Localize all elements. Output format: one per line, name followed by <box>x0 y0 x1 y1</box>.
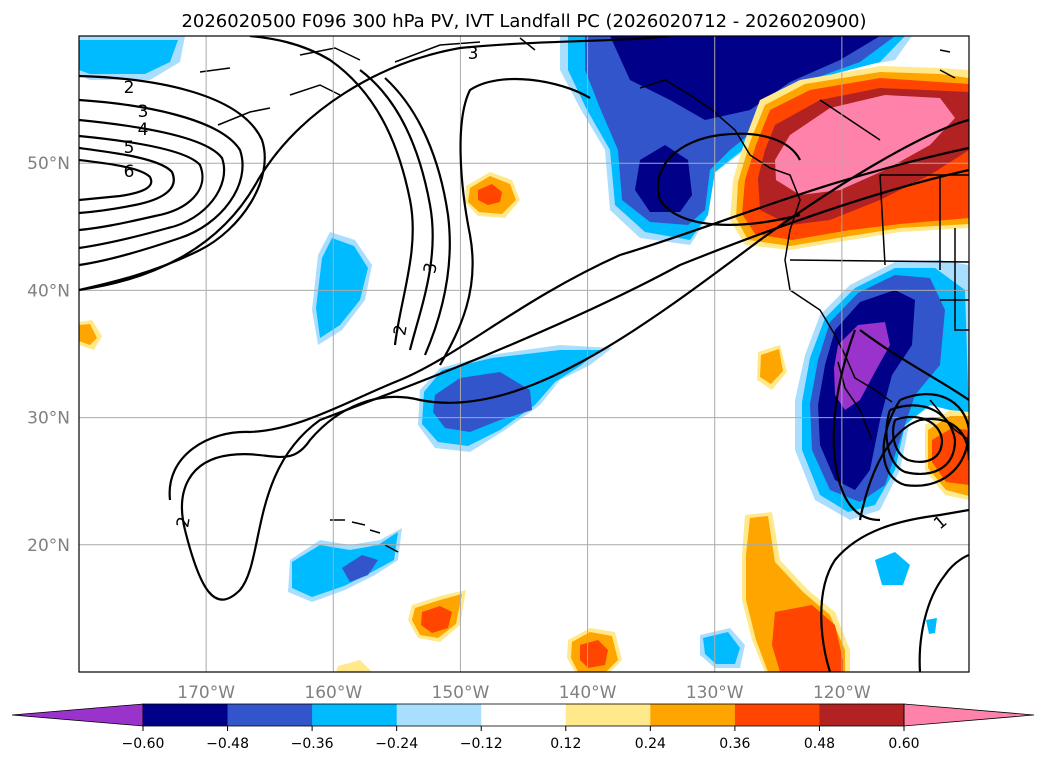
colorbar-frame <box>142 703 905 727</box>
shade-mid-orange-2 <box>760 349 783 384</box>
chart-title: 2026020500 F096 300 hPa PV, IVT Landfall… <box>181 11 866 32</box>
shade-s-red-2 <box>580 640 608 668</box>
colorbar-tick-label: 0.48 <box>804 736 835 752</box>
lat-tick-label: 50°N <box>27 154 70 174</box>
shade-top-left-cyan-2 <box>79 40 178 74</box>
contour-label-3-upper: 3 <box>138 102 149 122</box>
shade-left-orange-2 <box>79 324 97 345</box>
contour-label-2-mid: 2 <box>390 323 412 337</box>
colorbar-extend-low <box>11 703 144 727</box>
lon-tick-label: 140°W <box>559 683 617 703</box>
contour-label-6: 6 <box>124 162 135 182</box>
shade-small-cyan <box>926 618 937 634</box>
colorbar-extend-high <box>903 703 1035 727</box>
latitude-labels: 20°N 30°N 40°N 50°N <box>27 154 70 556</box>
shade-sw-cyan-dot-2 <box>703 632 740 664</box>
lon-tick-label: 170°W <box>177 683 235 703</box>
contour-label-2-upper: 2 <box>124 78 135 98</box>
shade-nc-red <box>478 184 502 205</box>
shade-s-red-1 <box>421 606 452 633</box>
colorbar-segment <box>143 704 229 726</box>
shade-subtropic-blue <box>433 372 532 432</box>
colorbar-tick-label: 0.36 <box>719 736 750 752</box>
longitude-labels: 170°W 160°W 150°W 140°W 130°W 120°W <box>177 683 871 703</box>
shade-s-yellow-3 <box>336 660 372 672</box>
colorbar-segment <box>312 704 398 726</box>
shade-pnw-pink <box>775 95 955 195</box>
contour-label-3-top: 3 <box>468 44 479 64</box>
colorbar-segment <box>734 704 820 726</box>
colorbar-tick-label: 0.24 <box>635 736 666 752</box>
contour-label-3-mid: 3 <box>420 261 442 275</box>
colorbar-segment <box>396 704 482 726</box>
lon-tick-label: 150°W <box>432 683 490 703</box>
shade-ne-cyan-dot <box>875 552 910 585</box>
colorbar-tick-label: −0.24 <box>375 736 418 752</box>
colorbar-tick-label: −0.12 <box>460 736 503 752</box>
colorbar-tick-label: −0.48 <box>206 736 249 752</box>
lat-tick-label: 30°N <box>27 409 70 429</box>
lat-lon-grid <box>79 36 969 672</box>
pv-contours <box>79 36 969 672</box>
contour-label-5: 5 <box>124 138 135 158</box>
lat-tick-label: 20°N <box>27 536 70 556</box>
lat-tick-label: 40°N <box>27 281 70 301</box>
shade-baja-purple <box>834 322 890 410</box>
colorbar-segment <box>481 704 567 726</box>
lon-tick-label: 120°W <box>813 683 871 703</box>
shade-gulf-alaska-navy-2 <box>635 145 692 212</box>
map-frame <box>78 35 970 673</box>
colorbar-tick-label: 0.12 <box>550 736 581 752</box>
colorbar-segment <box>565 704 651 726</box>
lon-tick-label: 160°W <box>304 683 362 703</box>
shade-cent-cyan-2 <box>316 238 368 338</box>
shade-hawaii-cyan <box>292 532 398 597</box>
shade-gulf-alaska-navy <box>610 36 880 120</box>
shade-hawaii-blue <box>342 555 378 582</box>
colorbar-tick-label: 0.60 <box>888 736 919 752</box>
colorbar-segment <box>819 704 905 726</box>
colorbar-segment <box>650 704 736 726</box>
lon-tick-label: 130°W <box>686 683 744 703</box>
colorbar-tick-label: −0.60 <box>122 736 165 752</box>
contour-label-4: 4 <box>138 120 149 140</box>
colorbar: −0.60 −0.48 −0.36 −0.24 −0.12 0.12 0.24 0.36 0.4… <box>11 703 1035 752</box>
colorbar-tick-label: −0.36 <box>291 736 334 752</box>
map-panel: 2 3 4 5 6 3 3 2 2 1 <box>79 36 969 672</box>
contour-label-2-lower: 2 <box>173 515 195 529</box>
colorbar-segment <box>227 704 313 726</box>
